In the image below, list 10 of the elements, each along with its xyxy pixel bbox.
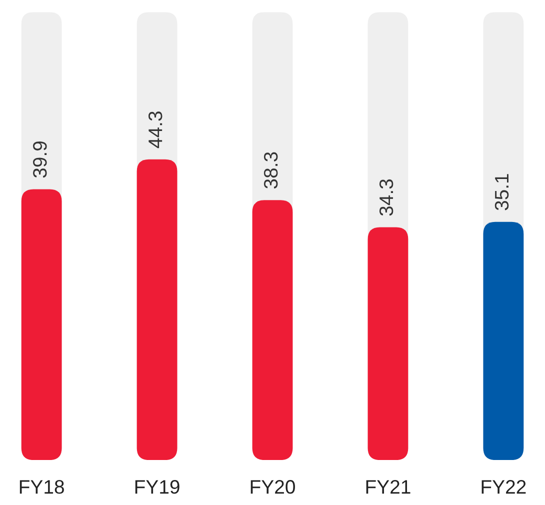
x-tick-label: FY22 (482, 480, 526, 494)
data-label: 39.9 (33, 141, 47, 178)
x-tick-label: FY18 (20, 480, 64, 494)
x-tick-label: FY21 (366, 480, 410, 494)
data-label: 38.3 (264, 152, 278, 189)
x-tick-label: FY20 (250, 480, 295, 494)
data-label: 35.1 (494, 174, 509, 210)
data-label: 44.3 (148, 112, 162, 148)
x-tick-label: FY19 (135, 480, 180, 494)
data-label: 34.3 (379, 179, 394, 216)
